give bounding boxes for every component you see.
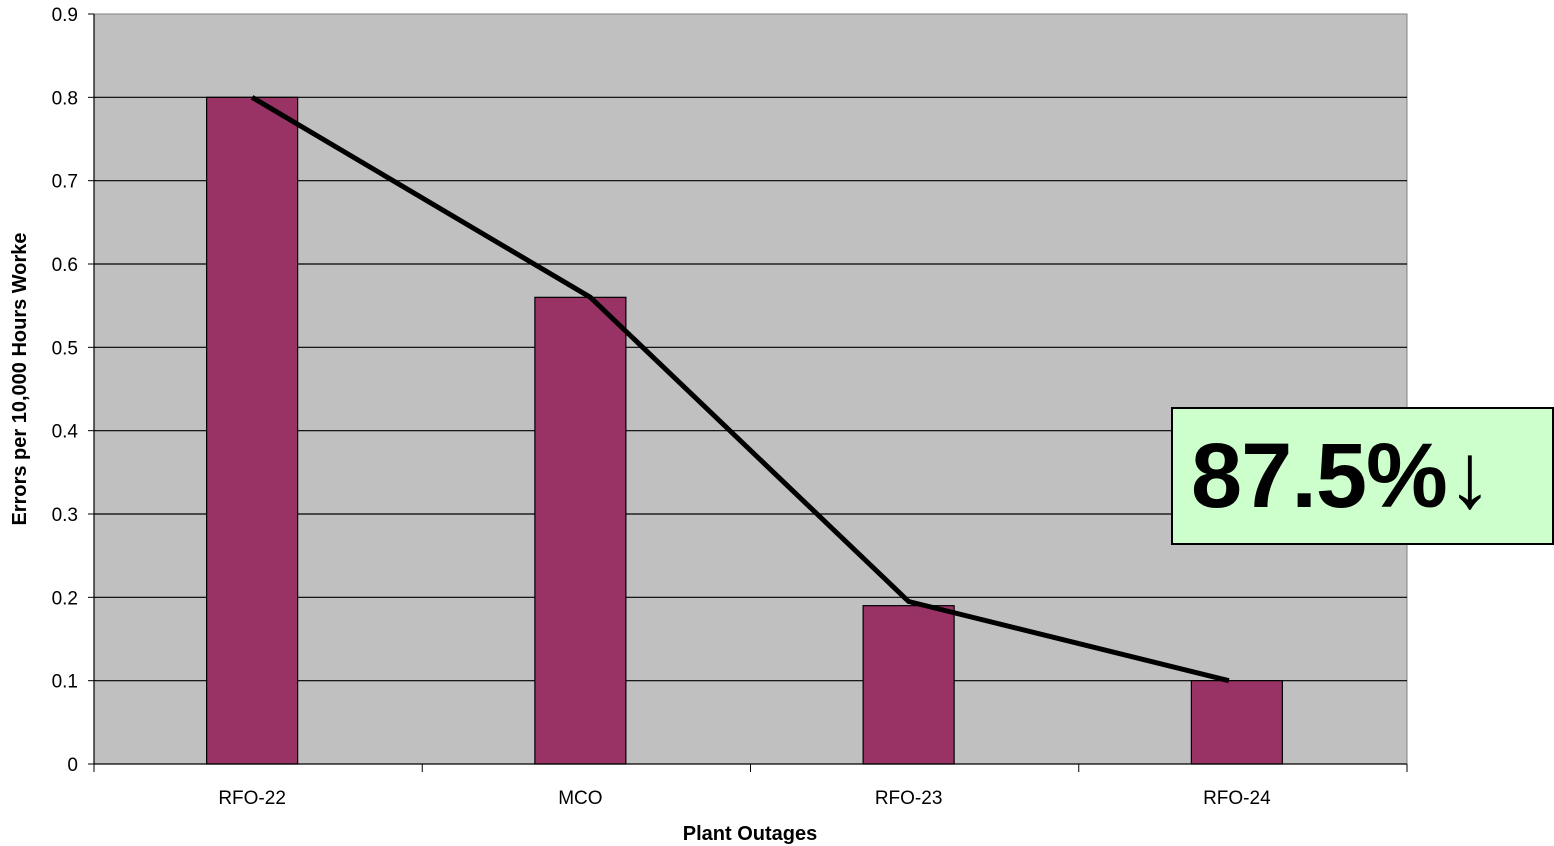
bar [1190, 680, 1283, 765]
x-tick-label: RFO-23 [875, 788, 943, 809]
y-tick-label: 0 [67, 755, 78, 776]
y-tick-labels: 0 0.1 0.2 0.3 0.4 0.5 0.6 0.7 0.8 0.9 [52, 5, 79, 776]
y-tick-label: 0.2 [52, 588, 78, 609]
y-tick-label: 0.7 [52, 172, 78, 193]
gridlines [94, 96, 1407, 682]
y-tick-label: 0.6 [52, 255, 78, 276]
y-axis-title: Errors per 10,000 Hours Worke [9, 232, 31, 525]
bar [534, 296, 627, 765]
reduction-callout: 87.5%↓ [1171, 407, 1554, 545]
plot-area [93, 13, 1408, 765]
x-tick-label: RFO-24 [1203, 788, 1271, 809]
y-tick-label: 0.5 [52, 338, 78, 359]
x-tick-label: RFO-22 [218, 788, 286, 809]
x-axis-title: Plant Outages [683, 823, 817, 845]
bar [862, 605, 955, 765]
y-tick-label: 0.3 [52, 505, 78, 526]
x-tick-labels: RFO-22 MCO RFO-23 RFO-24 [218, 788, 1271, 809]
trend-line [250, 95, 1230, 684]
y-tick-label: 0.4 [52, 422, 79, 443]
x-tick-label: MCO [558, 788, 602, 809]
reduction-callout-text: 87.5%↓ [1191, 424, 1493, 527]
y-tick-label: 0.9 [52, 5, 78, 26]
bar [206, 96, 299, 765]
y-tick-label: 0.8 [52, 88, 78, 109]
bars [206, 96, 1283, 765]
axes [88, 13, 1408, 772]
y-tick-label: 0.1 [52, 672, 78, 693]
